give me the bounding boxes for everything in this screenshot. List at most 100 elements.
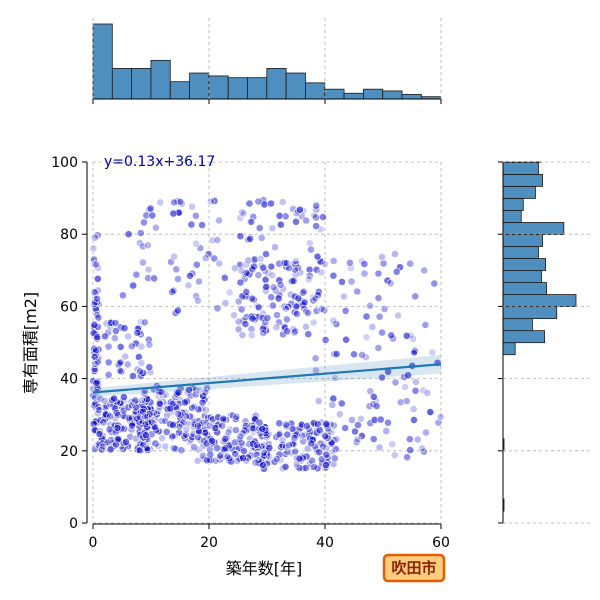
scatter-point <box>236 432 245 441</box>
scatter-point <box>291 448 299 456</box>
scatter-point <box>375 443 384 452</box>
scatter-point <box>138 396 146 405</box>
scatter-point <box>332 350 341 358</box>
x-hist-bar <box>208 75 229 100</box>
scatter-point <box>93 274 102 283</box>
scatter-point <box>140 318 149 327</box>
scatter-point <box>238 208 247 217</box>
scatter-point <box>112 408 121 417</box>
scatter-point <box>361 353 370 362</box>
scatter-point <box>280 323 289 331</box>
regression-line-group <box>92 354 442 397</box>
scatter-point <box>310 462 318 471</box>
scatter-point <box>272 323 281 332</box>
x-tick-label: 60 <box>432 535 450 551</box>
scatter-point <box>166 404 175 413</box>
scatter-point <box>292 302 301 311</box>
scatter-point <box>259 461 267 469</box>
scatter-point <box>267 199 275 208</box>
scatter-point <box>261 318 270 327</box>
scatter-point <box>313 252 322 261</box>
scatter-point <box>215 452 224 461</box>
scatter-point <box>234 297 243 306</box>
scatter-point <box>136 229 145 237</box>
y-hist-bar <box>502 186 536 199</box>
scatter-point <box>403 453 411 462</box>
scatter-point <box>278 198 287 206</box>
scatter-point <box>309 318 318 327</box>
scatter-point <box>220 445 229 454</box>
scatter-point <box>411 292 420 301</box>
y-hist-bar <box>502 234 543 247</box>
scatter-point <box>242 287 251 296</box>
x-marginal-histogram <box>92 23 442 104</box>
scatter-point <box>143 412 152 421</box>
scatter-point <box>278 436 287 445</box>
scatter-point <box>93 333 102 341</box>
y-hist-bar <box>502 342 516 356</box>
scatter-point <box>151 223 160 232</box>
scatter-point <box>93 311 101 319</box>
scatter-point <box>360 269 369 278</box>
scatter-point <box>230 311 238 320</box>
scatter-point <box>279 284 287 293</box>
scatter-point <box>239 447 248 455</box>
scatter-point <box>387 331 396 340</box>
scatter-point <box>295 454 304 463</box>
scatter-point <box>282 259 291 267</box>
scatter-point <box>133 365 142 374</box>
scatter-point <box>378 373 386 382</box>
scatter-point <box>298 431 307 440</box>
scatter-point <box>132 270 141 279</box>
scatter-point <box>302 216 310 225</box>
scatter-point <box>401 383 409 391</box>
scatter-point <box>177 446 186 455</box>
scatter-point <box>302 322 310 331</box>
scatter-point <box>234 317 243 326</box>
scatter-point <box>190 443 198 452</box>
y-hist-bar <box>502 246 539 259</box>
scatter-point <box>322 461 330 469</box>
scatter-point <box>342 335 350 344</box>
scatter-point <box>215 216 223 225</box>
scatter-point <box>162 390 170 399</box>
scatter-point <box>390 451 399 460</box>
scatter-point <box>421 320 430 329</box>
scatter-point <box>104 358 113 367</box>
scatter-point <box>276 280 285 289</box>
scatter-point <box>319 440 328 448</box>
scatter-point <box>321 432 330 441</box>
scatter-point <box>291 327 299 336</box>
x-tick-label: 20 <box>200 535 218 551</box>
scatter-point <box>272 454 281 463</box>
scatter-point <box>107 318 115 327</box>
scatter-point <box>188 202 196 211</box>
scatter-point <box>274 430 283 439</box>
scatter-point <box>119 291 127 300</box>
scatter-point <box>366 301 374 310</box>
x-hist-bar <box>343 92 364 100</box>
scatter-point <box>204 250 213 258</box>
y-hist-bar <box>502 222 565 235</box>
scatter-point <box>231 450 240 458</box>
scatter-point <box>294 294 303 303</box>
scatter-point <box>198 221 206 229</box>
scatter-point <box>124 230 133 239</box>
scatter-point <box>295 205 304 214</box>
scatter-point <box>405 435 414 444</box>
scatter-point <box>374 269 383 278</box>
scatter-point <box>248 424 257 433</box>
scatter-points <box>89 196 445 473</box>
scatter-point <box>345 258 354 267</box>
scatter-point <box>360 260 369 268</box>
scatter-point <box>176 197 185 206</box>
scatter-point <box>341 424 350 432</box>
scatter-point <box>378 253 386 261</box>
scatter-point <box>331 374 339 382</box>
scatter-point <box>423 388 432 397</box>
scatter-point <box>317 305 326 313</box>
scatter-point <box>154 407 163 416</box>
scatter-point <box>273 311 281 319</box>
scatter-point <box>321 335 330 344</box>
